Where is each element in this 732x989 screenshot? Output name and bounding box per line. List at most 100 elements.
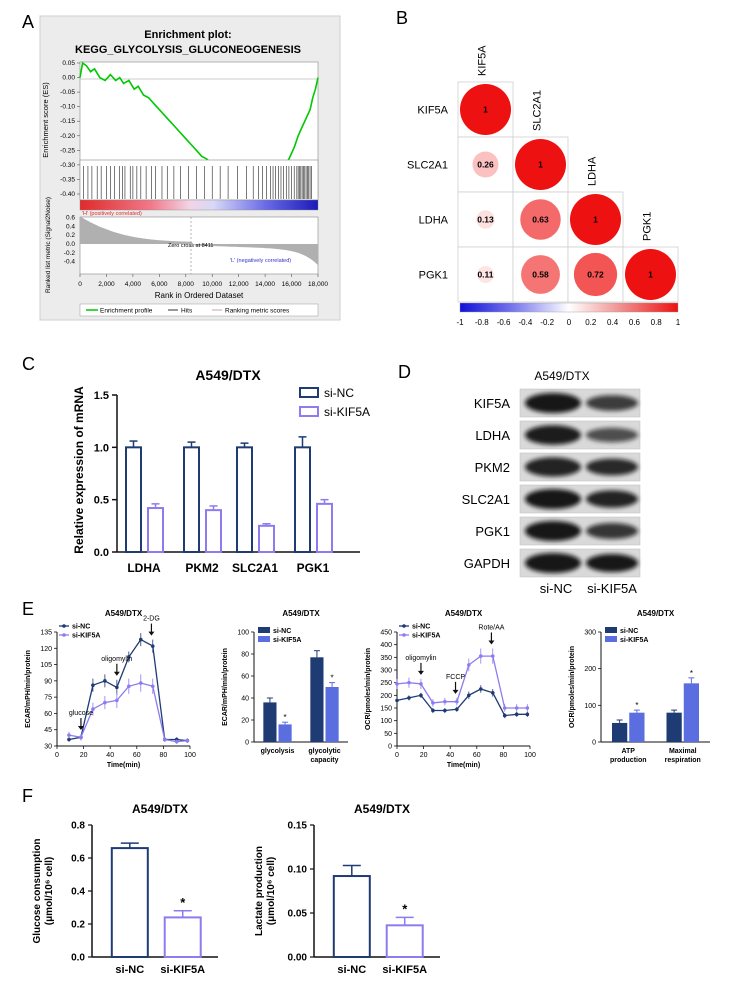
annotation-label: glucose (69, 710, 93, 717)
line-chart-ytick-label: 100 (380, 718, 392, 725)
pos-corr-label: 'H' (positively correlated) (82, 211, 142, 217)
simple-bar-ytick-label: 0.15 (288, 821, 308, 832)
line-chart-point (431, 708, 435, 713)
line-chart-ylabel: OCR/pmoles/min/protein (365, 648, 372, 730)
rank-ylabel: Ranked list metric (Signal2Noise) (45, 197, 52, 293)
simple-bar-sig-mark: * (402, 901, 408, 916)
group-bar-title: A549/DTX (637, 609, 675, 618)
corr-row-label: PGK1 (419, 270, 448, 282)
ecar-time-panel: A549/DTX 30 45 60 75 90 105 120 135 0 20 40 60 80 100 T… (25, 609, 196, 769)
line-chart-point (419, 682, 423, 686)
es-ytick-label: -0.25 (60, 147, 75, 154)
rank-ytick-label: -0.4 (64, 259, 76, 266)
legend-si-nc-swatch (299, 387, 319, 398)
wb-band-si-nc (525, 521, 581, 541)
wb-lane-si-kif5a: si-KIF5A (587, 581, 637, 596)
es-ytick-label: -0.30 (60, 162, 75, 169)
line-chart-ytick-label: 120 (40, 646, 52, 653)
line-chart-point (67, 733, 71, 737)
simple-bar-category-label: si-KIF5A (160, 964, 205, 976)
simple-bar-title: A549/DTX (132, 802, 188, 816)
group-bar (263, 702, 277, 742)
simple-bar (163, 916, 202, 959)
annotation-label: FCCP (446, 674, 465, 681)
wb-band-si-kif5a (586, 395, 638, 411)
line-chart-point (443, 708, 447, 713)
mrna-bar (183, 446, 200, 554)
line-chart-point (79, 735, 83, 740)
corr-value-label: 0.58 (532, 270, 549, 280)
line-chart-point (67, 737, 71, 742)
line-chart-xtick-label: 80 (500, 752, 508, 759)
corr-row-label: LDHA (419, 215, 449, 227)
gsea-xtick-label: 18,000 (308, 281, 328, 288)
group-bar-ylabel: OCR/pmoles/min/protein (569, 646, 576, 728)
panel-label-e: E (22, 599, 34, 619)
panel-label-f: F (22, 786, 33, 806)
group-bar-sig-mark: * (331, 674, 334, 683)
group-bar (278, 724, 292, 742)
gsea-title-line1: Enrichment plot: (144, 29, 231, 41)
line-chart-point (115, 685, 119, 690)
es-ylabel: Enrichment score (ES) (41, 82, 50, 158)
panel-label-b: B (396, 8, 408, 28)
legend-si-kif5a-label: si-KIF5A (324, 405, 370, 419)
group-bar-ytick-label: 0 (245, 740, 249, 747)
group-bar-title: A549/DTX (282, 609, 320, 618)
ecar-bar-panel: A549/DTX 0 20 40 60 80 100 ECAR/mPH/min/protein… (222, 609, 348, 764)
gsea-title-line2: KEGG_GLYCOLYSIS_GLUCONEOGENESIS (75, 44, 301, 56)
line-chart-ytick-label: 105 (40, 662, 52, 669)
es-ytick-label: -0.35 (60, 176, 75, 183)
corr-row-label: KIF5A (417, 105, 448, 117)
panel-label-c: C (22, 354, 35, 374)
line-chart-xtick-label: 20 (420, 752, 428, 759)
line-chart-ytick-label: 0 (388, 744, 392, 751)
mrna-title: A549/DTX (195, 367, 261, 383)
group-bar-legend-label: si-KIF5A (273, 637, 301, 644)
line-chart-point (91, 707, 95, 711)
group-bar-legend-label: si-NC (273, 628, 291, 635)
line-chart-legend-label: si-NC (412, 624, 430, 631)
simple-bar-title: A549/DTX (354, 802, 410, 816)
legend-si-kif5a-swatch (299, 406, 319, 417)
line-chart-point (395, 698, 399, 703)
corr-circle (573, 252, 618, 297)
neg-corr-label: 'L' (negatively correlated) (230, 258, 291, 264)
legend-hits-label: Hits (181, 308, 193, 315)
annotation-arrow-head (77, 726, 84, 731)
simple-bar-ytick-label: 0.8 (71, 821, 85, 832)
line-chart-ytick-label: 45 (44, 727, 52, 734)
gsea-xtick-label: 0 (78, 281, 82, 288)
es-ytick-label: -0.15 (60, 118, 75, 125)
simple-bar-category-label: si-NC (337, 964, 366, 976)
gsea-xtick-label: 4,000 (125, 281, 142, 288)
group-bar (325, 687, 339, 742)
western-blot-panel: A549/DTX KIF5A LDHA PKM2 SLC2A1 PGK1 GAPDH si… (462, 369, 641, 596)
line-chart-ytick-label: 90 (44, 678, 52, 685)
line-chart-point (478, 654, 483, 658)
annotation-arrow-head (417, 670, 424, 675)
group-bar-legend-swatch (605, 636, 617, 642)
line-chart-point (525, 706, 530, 710)
colorbar-tick-label: 0.2 (585, 318, 597, 327)
group-bar-legend-label: si-NC (620, 628, 638, 635)
wb-band-si-nc (525, 425, 581, 445)
annotation-label: Rote/AA (478, 624, 504, 631)
line-chart-title: A549/DTX (445, 609, 483, 618)
line-chart-xtick-label: 0 (395, 752, 399, 759)
corr-circle (476, 210, 495, 229)
line-chart-legend-marker (62, 624, 66, 628)
mrna-category-label: PKM2 (185, 561, 219, 575)
line-chart-xlabel: Time(min) (447, 762, 480, 769)
line-chart-title: A549/DTX (105, 609, 143, 618)
wb-protein-label: GAPDH (464, 556, 510, 571)
gsea-xtick-label: 14,000 (255, 281, 275, 288)
panel-label-a: A (22, 12, 34, 32)
simple-bar-category-label: si-KIF5A (382, 964, 427, 976)
gsea-panel: Enrichment plot: KEGG_GLYCOLYSIS_GLUCONE… (39, 15, 341, 321)
simple-bar (332, 875, 371, 958)
glucose-consumption-panel: A549/DTX 0.0 0.2 0.4 0.6 0.8 Glucose consumpti… (32, 802, 218, 976)
mrna-category-label: PGK1 (297, 561, 330, 575)
rank-ytick-label: 0.4 (66, 223, 75, 230)
group-bar-category-label: respiration (665, 757, 701, 764)
